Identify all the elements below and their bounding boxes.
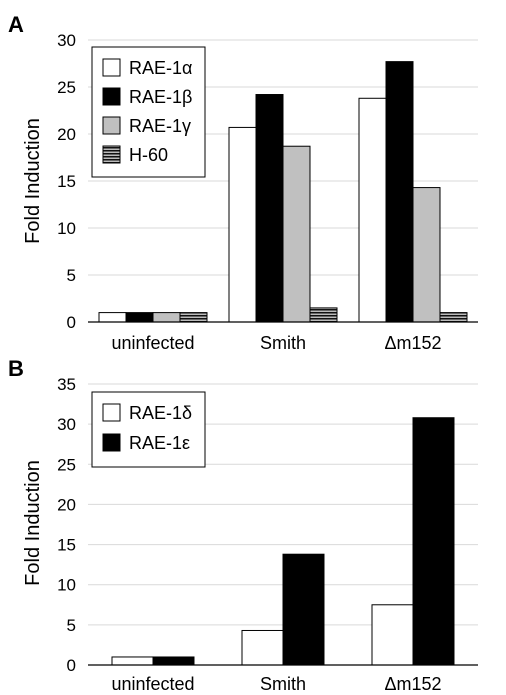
panel-b-x-labels: uninfected Smith Δm152 — [111, 674, 441, 694]
legend-label: RAE-1δ — [129, 403, 192, 423]
y-tick-label: 25 — [57, 455, 76, 474]
y-tick-label: 5 — [67, 266, 76, 285]
bar — [309, 307, 338, 323]
panel-b-category-label: uninfected — [111, 674, 194, 694]
panel-a-bars — [98, 61, 468, 323]
bar — [98, 312, 127, 323]
bar — [385, 61, 414, 323]
bar — [371, 604, 414, 666]
y-tick-label: 15 — [57, 536, 76, 555]
panel-a-category-label: uninfected — [111, 333, 194, 353]
y-tick-label: 0 — [67, 656, 76, 675]
y-tick-label: 5 — [67, 616, 76, 635]
y-tick-label: 25 — [57, 78, 76, 97]
legend-swatch — [102, 116, 121, 135]
y-tick-label: 30 — [57, 415, 76, 434]
legend-swatch — [102, 87, 121, 106]
bar — [125, 312, 154, 323]
y-tick-label: 20 — [57, 495, 76, 514]
y-tick-label: 15 — [57, 172, 76, 191]
legend-swatch — [102, 145, 121, 164]
y-tick-label: 35 — [57, 375, 76, 394]
panel-a-ylabel: Fold Induction — [22, 118, 44, 244]
legend-label: RAE-1α — [129, 58, 192, 78]
panel-b-bars — [111, 417, 455, 666]
panel-b-category-label: Smith — [260, 674, 306, 694]
panel-a-x-labels: uninfected Smith Δm152 — [111, 333, 441, 353]
panel-b-legend: RAE-1δ RAE-1ε — [91, 391, 206, 468]
bar — [282, 553, 325, 666]
bar — [412, 187, 441, 323]
bar — [152, 656, 195, 666]
y-tick-label: 10 — [57, 576, 76, 595]
legend-swatch — [102, 433, 121, 452]
bar — [358, 97, 387, 323]
y-tick-label: 0 — [67, 313, 76, 332]
legend-label: H-60 — [129, 145, 168, 165]
panel-a-category-label: Δm152 — [384, 333, 441, 353]
bar — [241, 629, 284, 666]
panel-b-ylabel: Fold Induction — [22, 460, 44, 586]
panel-a-y-ticks: 0 5 10 15 20 25 30 — [57, 31, 76, 332]
panel-b-category-label: Δm152 — [384, 674, 441, 694]
y-tick-label: 10 — [57, 219, 76, 238]
y-tick-label: 20 — [57, 125, 76, 144]
bar — [255, 94, 284, 323]
bar — [439, 312, 468, 323]
panel-a-letter: A — [8, 12, 24, 37]
legend-label: RAE-1ε — [129, 433, 190, 453]
legend-swatch — [102, 58, 121, 77]
legend-swatch — [102, 403, 121, 422]
y-tick-label: 30 — [57, 31, 76, 50]
bar — [412, 417, 455, 666]
legend-label: RAE-1β — [129, 87, 192, 107]
bar — [111, 656, 154, 666]
bar — [282, 145, 311, 323]
legend-label: RAE-1γ — [129, 116, 191, 136]
panel-a-legend: RAE-1α RAE-1β RAE-1γ H-60 — [91, 46, 206, 178]
panel-a-category-label: Smith — [260, 333, 306, 353]
panel-b: B Fold Induction 0 5 10 15 20 25 30 35 uninfect… — [8, 356, 478, 694]
panel-a: A Fold Induction 0 5 10 15 20 25 30 uninfected… — [8, 12, 478, 353]
panel-b-letter: B — [8, 356, 24, 381]
panel-b-y-ticks: 0 5 10 15 20 25 30 35 — [57, 375, 76, 675]
bar — [228, 126, 257, 323]
bar — [179, 312, 208, 323]
bar — [152, 312, 181, 323]
